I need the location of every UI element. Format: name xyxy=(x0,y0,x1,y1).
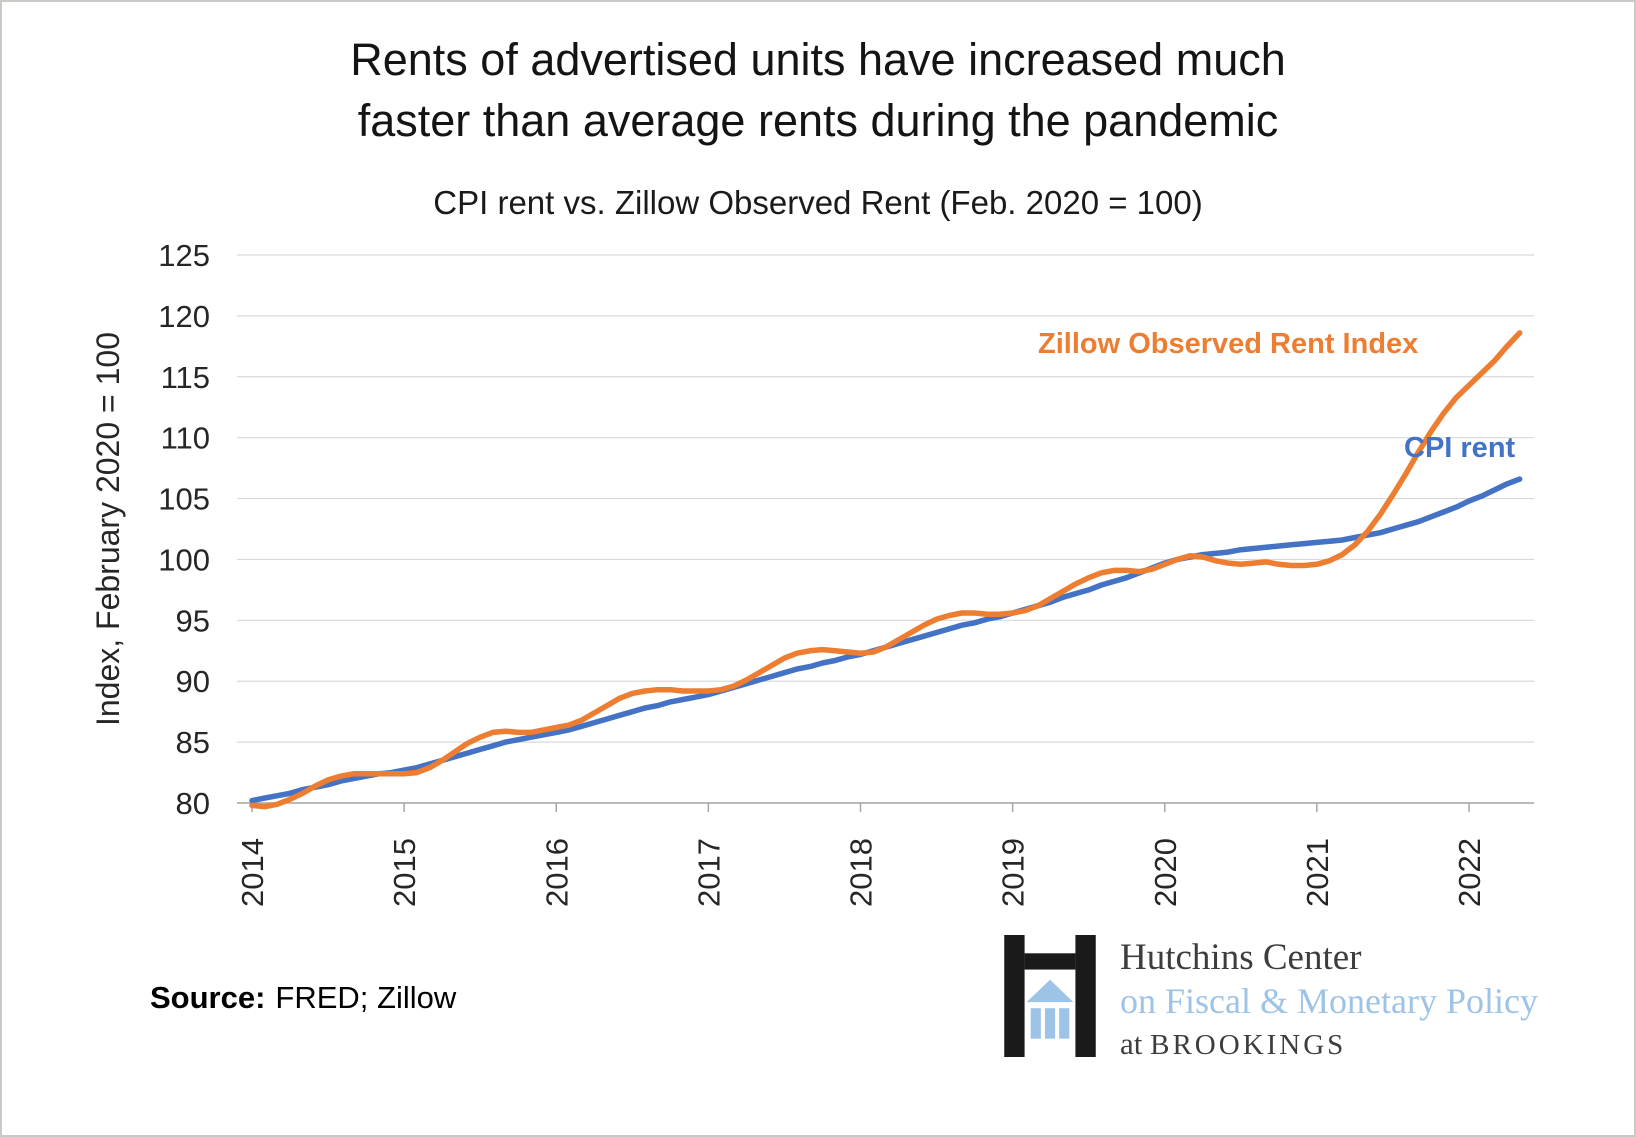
hutchins-h-logo-icon xyxy=(1004,935,1096,1062)
y-axis-label: Index, February 2020 = 100 xyxy=(90,331,126,727)
page-title: Rents of advertised units have increased… xyxy=(2,30,1634,152)
svg-text:85: 85 xyxy=(176,725,210,760)
svg-text:90: 90 xyxy=(176,664,210,699)
svg-text:105: 105 xyxy=(158,482,210,517)
title-line-1: Rents of advertised units have increased… xyxy=(350,34,1286,85)
hutchins-brookings-logo: Hutchins Center on Fiscal & Monetary Pol… xyxy=(1004,935,1538,1065)
svg-text:95: 95 xyxy=(176,603,210,638)
cpi-series-annotation: CPI rent xyxy=(1404,432,1516,464)
title-line-2: faster than average rents during the pan… xyxy=(357,94,1279,146)
svg-text:2018: 2018 xyxy=(844,838,879,907)
logo-brookings: BROOKINGS xyxy=(1150,1029,1347,1062)
chart-subtitle: CPI rent vs. Zillow Observed Rent (Feb. … xyxy=(433,184,1203,221)
svg-text:115: 115 xyxy=(161,360,210,395)
svg-text:2015: 2015 xyxy=(387,838,422,907)
svg-text:2019: 2019 xyxy=(996,838,1031,907)
zillow-series-annotation: Zillow Observed Rent Index xyxy=(1038,328,1419,360)
svg-text:80: 80 xyxy=(176,786,210,821)
logo-brookings-line: at BROOKINGS xyxy=(1120,1024,1538,1065)
source-value: FRED; Zillow xyxy=(275,980,457,1015)
svg-text:2017: 2017 xyxy=(691,838,726,907)
svg-text:2021: 2021 xyxy=(1300,838,1335,907)
logo-org-name: Hutchins Center xyxy=(1120,937,1362,978)
svg-text:2022: 2022 xyxy=(1452,838,1487,907)
source-label: Source: xyxy=(150,980,266,1015)
source-note: Source: FRED; Zillow xyxy=(150,980,456,1016)
svg-text:110: 110 xyxy=(161,421,210,456)
svg-text:2020: 2020 xyxy=(1148,838,1183,907)
svg-text:2016: 2016 xyxy=(539,838,574,907)
svg-text:120: 120 xyxy=(158,299,210,334)
logo-text: Hutchins Center on Fiscal & Monetary Pol… xyxy=(1120,935,1538,1065)
logo-at: at xyxy=(1120,1026,1151,1062)
svg-text:100: 100 xyxy=(158,542,210,577)
logo-org-subtitle: on Fiscal & Monetary Policy xyxy=(1120,981,1538,1022)
svg-text:2014: 2014 xyxy=(235,838,270,907)
svg-text:125: 125 xyxy=(158,238,210,273)
